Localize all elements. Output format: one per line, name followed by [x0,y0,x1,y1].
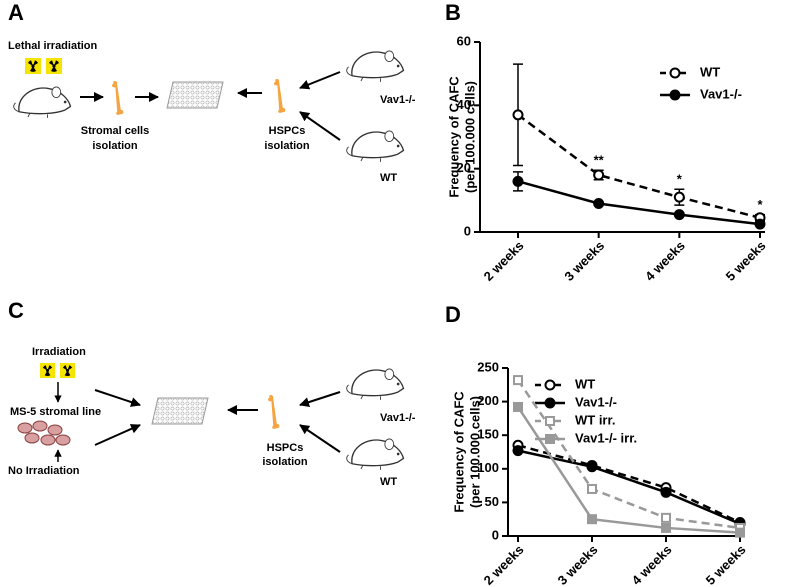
point [661,522,671,533]
diagram-c: Irradiation MS-5 stromal line No Irradia… [8,346,416,488]
label: isolation [264,140,310,152]
x-tick-label: 5 weeks [703,542,749,587]
series-line [517,180,761,226]
point [673,209,685,221]
legend-label: Vav1-/- irr. [575,430,637,445]
y-axis-label: Frequency of CAFC [446,76,461,198]
point [735,527,745,538]
panel-label: C [8,298,24,323]
point [593,169,605,181]
panel-label: A [8,0,24,25]
legend-marker [545,434,555,444]
label: Stromal cells [81,125,149,137]
diagram-a: Lethal irradiation Vav1-/- WT Stromal ce… [8,40,416,184]
legend-label: WT irr. [575,412,615,427]
annotation: * [677,172,683,187]
y-tick-label: 250 [477,359,499,374]
y-axis-label: Frequency of CAFC [451,391,466,513]
legend-label: WT [700,64,720,79]
label: Vav1-/- [380,94,416,106]
x-tick-label: 2 weeks [481,542,527,587]
legend-marker [544,397,556,409]
label: WT [380,476,397,488]
annotation: * [757,197,763,212]
y-tick-label: 40 [457,97,471,112]
panel-label: B [445,0,461,25]
y-tick-label: 100 [477,460,499,475]
y-axis-label: (per 100.000 cells) [467,396,482,508]
panel-label: D [445,302,461,327]
y-tick-label: 60 [457,33,471,48]
legend-label: Vav1-/- [700,86,742,101]
legend-marker [669,89,681,101]
legend-label: WT [575,376,595,391]
point [673,191,685,203]
label: isolation [262,456,308,468]
x-tick-label: 3 weeks [561,238,607,284]
y-tick-label: 0 [492,527,499,542]
x-tick-label: 3 weeks [555,542,601,587]
point [587,514,597,525]
label: WT [380,172,397,184]
x-tick-label: 5 weeks [723,238,769,284]
legend-label: Vav1-/- [575,394,617,409]
series-line [516,406,741,534]
label: MS-5 stromal line [10,406,101,418]
point [513,375,523,386]
label: Irradiation [32,346,86,358]
point [661,512,671,523]
y-tick-label: 20 [457,160,471,175]
label: Vav1-/- [380,412,416,424]
y-tick-label: 150 [477,427,499,442]
y-tick-label: 0 [464,223,471,238]
point [660,486,672,498]
label: isolation [92,140,138,152]
legend-marker [544,379,556,391]
series-line [517,449,741,526]
point [586,461,598,473]
series-line [517,113,761,219]
point [593,198,605,209]
x-tick-label: 2 weeks [481,238,527,284]
x-tick-label: 4 weeks [642,238,688,284]
y-tick-label: 50 [485,494,499,509]
point [512,445,524,457]
x-tick-label: 4 weeks [629,542,675,587]
point [512,175,524,187]
label: Lethal irradiation [8,40,98,52]
point [512,109,524,121]
label: No Irradiation [8,465,80,477]
point [587,483,597,494]
legend-marker [545,416,555,426]
legend-marker [669,67,681,79]
y-axis-label: (per 100.000 cells) [462,81,477,193]
annotation: ** [594,153,605,168]
point [754,218,766,230]
y-tick-label: 200 [477,393,499,408]
label: HSPCs [267,442,304,454]
point [513,401,523,412]
label: HSPCs [269,125,306,137]
